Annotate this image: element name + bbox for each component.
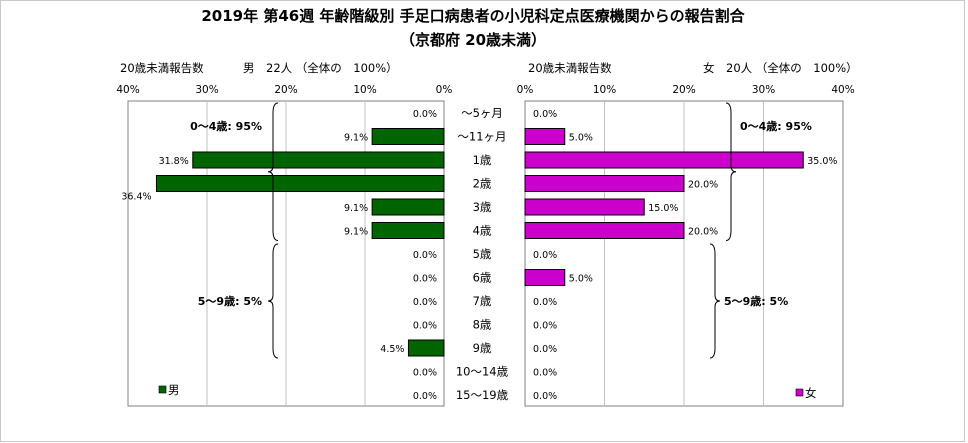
age-category-label: 5歳 — [473, 247, 492, 261]
female-bars — [524, 128, 804, 286]
female-header-label: 20歳未満報告数 — [528, 61, 612, 75]
age-category-label: 6歳 — [473, 271, 492, 285]
male-data-label: 31.8% — [159, 156, 189, 167]
male-bars — [155, 128, 445, 357]
female-data-label: 35.0% — [807, 156, 837, 167]
male-data-label: 0.0% — [413, 274, 437, 285]
male-data-labels: 0.0% 9.1% 31.8% 36.4% 9.1% 9.1% 0.0% 0.0% 0.0% 0.… — [121, 109, 437, 402]
chart-subtitle: （京都府 20歳未満） — [400, 31, 546, 49]
male-legend-label: 男 — [168, 383, 180, 397]
female-data-label: 0.0% — [533, 321, 557, 332]
female-legend-label: 女 — [805, 386, 817, 400]
male-data-label: 0.0% — [413, 109, 437, 120]
age-category-label: 4歳 — [473, 224, 492, 238]
male-bar — [155, 175, 445, 192]
female-data-label: 0.0% — [533, 368, 557, 379]
female-data-label: 0.0% — [533, 109, 557, 120]
age-category-label: 8歳 — [473, 318, 492, 332]
female-tick-label: 20% — [672, 84, 695, 96]
male-tick-label: 30% — [195, 84, 218, 96]
male-tick-label: 20% — [274, 84, 297, 96]
age-category-label: ～5ヶ月 — [461, 106, 503, 120]
female-data-label: 5.0% — [569, 274, 593, 285]
male-data-label: 36.4% — [121, 192, 151, 203]
male-data-label: 0.0% — [413, 321, 437, 332]
female-tick-label: 40% — [831, 84, 854, 96]
male-bar — [192, 151, 445, 169]
female-data-label: 20.0% — [688, 180, 718, 191]
male-bar — [371, 198, 445, 216]
male-data-label: 4.5% — [380, 344, 404, 355]
age-category-label: 3歳 — [473, 200, 492, 214]
male-tick-label: 10% — [353, 84, 376, 96]
male-data-label: 9.1% — [344, 133, 368, 144]
female-data-label: 0.0% — [533, 250, 557, 261]
female-group-brace — [725, 102, 737, 241]
female-data-label: 20.0% — [688, 227, 718, 238]
female-group-label: 0～4歳: 95% — [740, 119, 812, 133]
chart-title: 2019年 第46週 年齢階級別 手足口病患者の小児科定点医療機関からの報告割合 — [201, 7, 745, 25]
female-header-value: 女 20人 （全体の 100%） — [703, 61, 858, 75]
male-group-brace — [267, 243, 279, 359]
male-group-label: 0～4歳: 95% — [190, 119, 262, 133]
age-category-label: 2歳 — [473, 177, 492, 191]
male-data-label: 0.0% — [413, 250, 437, 261]
female-data-label: 0.0% — [533, 297, 557, 308]
male-bar — [407, 339, 445, 357]
male-legend-swatch — [158, 385, 167, 394]
age-category-label: 9歳 — [473, 341, 492, 355]
male-data-label: 0.0% — [413, 297, 437, 308]
male-header-label: 20歳未満報告数 — [120, 61, 204, 75]
female-tick-label: 0% — [517, 84, 534, 96]
male-group-label: 5～9歳: 5% — [198, 294, 262, 308]
age-category-label: ～11ヶ月 — [457, 130, 506, 144]
female-data-labels: 0.0% 5.0% 35.0% 20.0% 15.0% 20.0% 0.0% 5.0% 0.0%… — [533, 109, 837, 402]
male-data-label: 0.0% — [413, 368, 437, 379]
male-tick-label: 0% — [436, 84, 453, 96]
male-bar — [371, 222, 445, 239]
female-tick-label: 10% — [593, 84, 616, 96]
male-tick-label: 40% — [116, 84, 139, 96]
female-bar — [524, 222, 685, 239]
age-category-label: 10～14歳 — [456, 365, 509, 379]
age-category-label: 15～19歳 — [456, 388, 509, 402]
female-data-label: 0.0% — [533, 391, 557, 402]
female-data-label: 0.0% — [533, 344, 557, 355]
female-bar — [524, 151, 804, 169]
female-axis-ticks: 0% 10% 20% 30% 40% — [517, 84, 855, 96]
female-bar — [524, 128, 566, 145]
age-category-label: 7歳 — [473, 294, 492, 308]
female-group-brace — [709, 243, 721, 359]
female-group-label: 5～9歳: 5% — [724, 294, 788, 308]
age-category-labels: ～5ヶ月 ～11ヶ月 1歳 2歳 3歳 4歳 5歳 6歳 7歳 8歳 9歳 10～14歳 15～19歳 — [456, 106, 509, 402]
age-group-braces: 0～4歳: 95% 5～9歳: 5% 0～4歳: 95% 5～9歳: 5% — [190, 102, 812, 359]
female-bar — [524, 269, 566, 286]
female-tick-label: 30% — [752, 84, 775, 96]
male-data-label: 9.1% — [344, 227, 368, 238]
age-category-label: 1歳 — [473, 153, 492, 167]
female-data-label: 5.0% — [569, 133, 593, 144]
male-data-label: 9.1% — [344, 203, 368, 214]
female-bar — [524, 198, 645, 216]
female-bar — [524, 175, 685, 192]
male-bar — [371, 128, 445, 145]
male-axis-ticks: 40% 30% 20% 10% 0% — [116, 84, 452, 96]
female-data-label: 15.0% — [648, 203, 678, 214]
male-data-label: 0.0% — [413, 391, 437, 402]
female-legend-swatch — [795, 388, 804, 397]
male-group-brace — [267, 102, 279, 241]
male-header-value: 男 22人 （全体の 100%） — [243, 61, 398, 75]
